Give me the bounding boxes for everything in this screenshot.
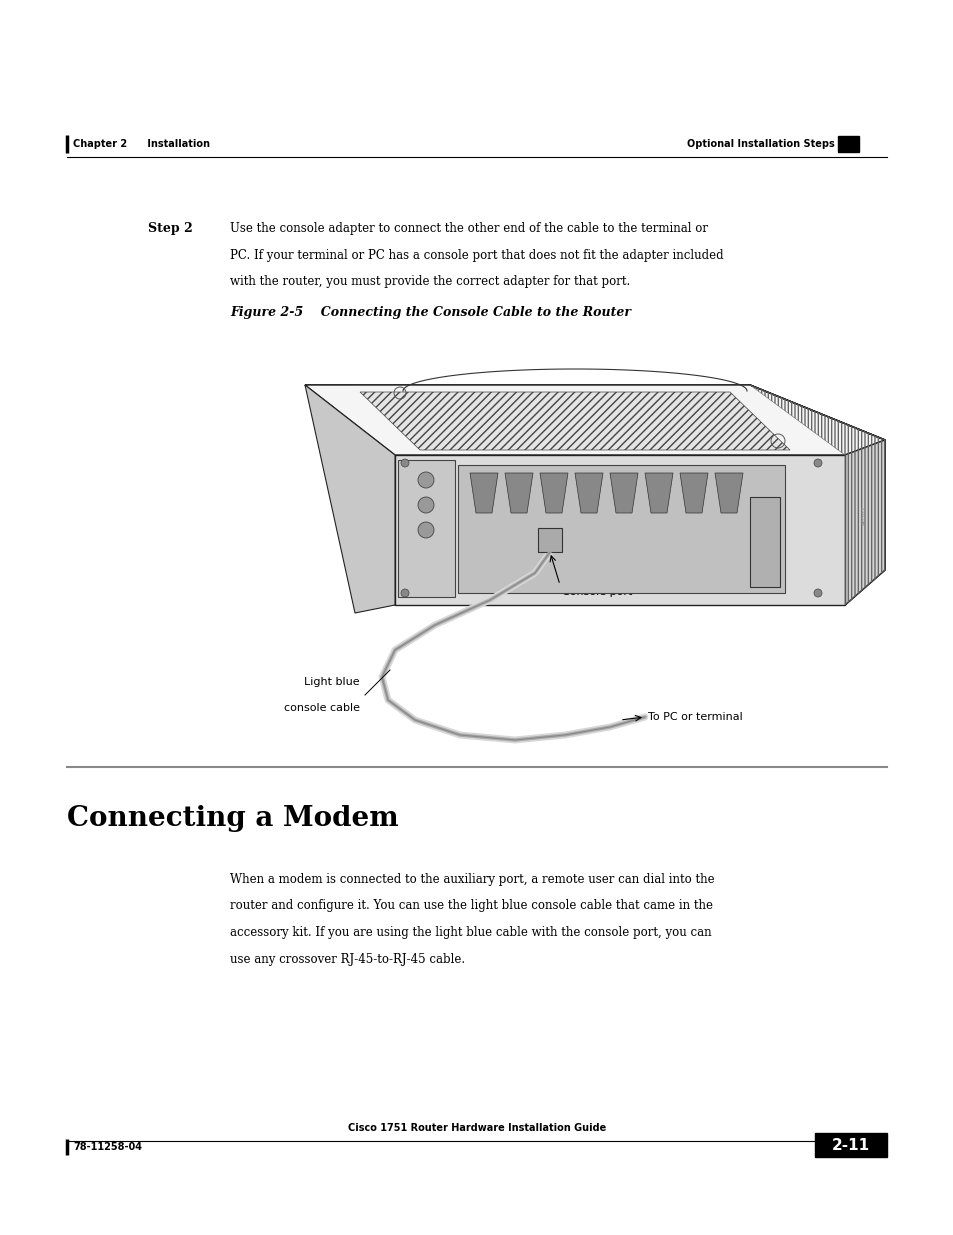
Text: 2-11: 2-11 [831,1137,869,1152]
Polygon shape [679,473,707,513]
Circle shape [400,589,409,597]
Polygon shape [470,473,497,513]
Text: 78-11258-04: 78-11258-04 [73,1142,142,1152]
Polygon shape [395,454,844,605]
Circle shape [417,496,434,513]
Polygon shape [539,473,567,513]
Text: To PC or terminal: To PC or terminal [647,713,742,722]
Text: Connecting a Modem: Connecting a Modem [67,805,398,832]
Polygon shape [359,391,789,450]
Circle shape [813,459,821,467]
Polygon shape [305,385,884,454]
Polygon shape [644,473,672,513]
Text: use any crossover RJ-45-to-RJ-45 cable.: use any crossover RJ-45-to-RJ-45 cable. [230,952,465,966]
Polygon shape [397,459,455,597]
FancyBboxPatch shape [814,1132,886,1157]
Text: PC. If your terminal or PC has a console port that does not fit the adapter incl: PC. If your terminal or PC has a console… [230,248,723,262]
FancyBboxPatch shape [537,529,561,552]
Polygon shape [749,385,884,605]
Circle shape [417,472,434,488]
Text: with the router, you must provide the correct adapter for that port.: with the router, you must provide the co… [230,275,630,288]
Text: Use the console adapter to connect the other end of the cable to the terminal or: Use the console adapter to connect the o… [230,222,707,235]
Text: accessory kit. If you are using the light blue cable with the console port, you : accessory kit. If you are using the ligh… [230,926,711,939]
Text: router and configure it. You can use the light blue console cable that came in t: router and configure it. You can use the… [230,899,712,913]
Polygon shape [575,473,602,513]
Text: 46587: 46587 [862,505,866,525]
Polygon shape [609,473,638,513]
Circle shape [400,459,409,467]
Text: Step 2: Step 2 [148,222,193,235]
FancyBboxPatch shape [749,496,780,587]
Polygon shape [714,473,742,513]
Circle shape [417,522,434,538]
Text: When a modem is connected to the auxiliary port, a remote user can dial into the: When a modem is connected to the auxilia… [230,873,714,885]
FancyBboxPatch shape [837,136,858,152]
Text: Console port: Console port [561,587,632,597]
Polygon shape [504,473,533,513]
Polygon shape [305,385,884,605]
Text: console cable: console cable [284,703,359,713]
Text: Cisco 1751 Router Hardware Installation Guide: Cisco 1751 Router Hardware Installation … [348,1123,605,1132]
Circle shape [813,589,821,597]
Text: Optional Installation Steps: Optional Installation Steps [686,140,834,149]
Text: Figure 2-5    Connecting the Console Cable to the Router: Figure 2-5 Connecting the Console Cable … [230,306,630,319]
Text: Light blue: Light blue [304,677,359,687]
Polygon shape [457,466,784,593]
Text: Chapter 2      Installation: Chapter 2 Installation [73,140,210,149]
Polygon shape [305,385,395,613]
